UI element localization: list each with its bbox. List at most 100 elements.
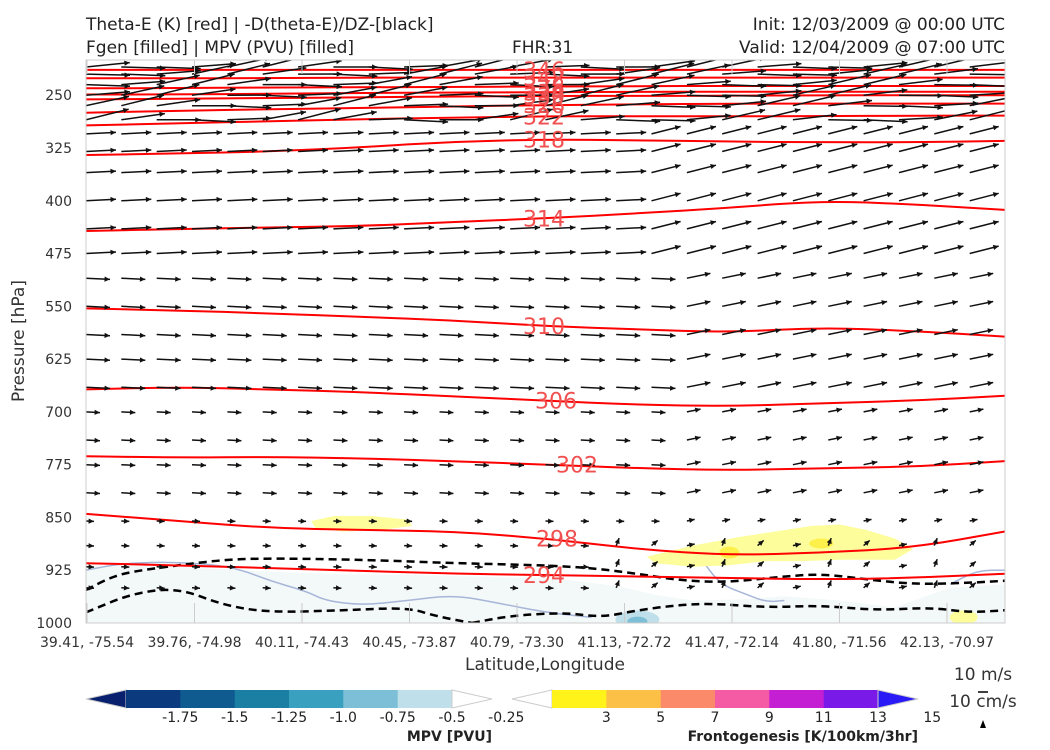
wind-vector bbox=[863, 244, 893, 255]
wind-vector bbox=[121, 168, 152, 174]
wind-vector bbox=[86, 564, 95, 570]
theta-e-label-310: 310 bbox=[523, 315, 565, 340]
wind-vector bbox=[156, 97, 201, 107]
wind-vector bbox=[439, 462, 454, 468]
wind-vector bbox=[722, 125, 752, 135]
wind-vector bbox=[828, 407, 843, 413]
wind-vector bbox=[934, 271, 958, 279]
wind-vector bbox=[616, 249, 647, 255]
wind-vector bbox=[227, 168, 258, 174]
wind-vector bbox=[333, 130, 364, 136]
wind-vector bbox=[404, 564, 413, 570]
wind-vector bbox=[368, 96, 413, 107]
theta-e-label-322: 322 bbox=[523, 105, 565, 130]
wind-vector bbox=[969, 271, 994, 279]
wind-vector bbox=[545, 304, 570, 310]
wind-vector bbox=[191, 225, 223, 231]
wind-vector bbox=[439, 225, 470, 231]
wind-vector bbox=[651, 560, 659, 568]
wind-vector bbox=[510, 196, 541, 203]
wind-vector bbox=[156, 518, 165, 524]
wind-vector bbox=[86, 332, 111, 338]
wind-vector bbox=[934, 244, 964, 255]
wind-vector bbox=[121, 249, 152, 255]
wind-vector bbox=[580, 147, 611, 153]
theta-e-label-342: 342 bbox=[523, 67, 565, 92]
wind-vector bbox=[298, 564, 307, 570]
wind-vector bbox=[616, 225, 647, 231]
wind-vector bbox=[580, 114, 625, 121]
fgen-core bbox=[809, 538, 834, 549]
wind-vector bbox=[121, 196, 152, 203]
wind-vector bbox=[651, 125, 681, 135]
colorbar-tick-label: 3 bbox=[602, 710, 611, 726]
wind-vector bbox=[333, 304, 358, 310]
wind-vector bbox=[792, 584, 801, 590]
wind-vector bbox=[969, 488, 984, 494]
wind-vector bbox=[686, 142, 717, 153]
wind-vector bbox=[1004, 133, 1005, 134]
wind-vector bbox=[898, 77, 943, 86]
wind-vector bbox=[792, 352, 817, 360]
wind-vector bbox=[545, 357, 570, 363]
wind-vector bbox=[969, 300, 994, 308]
wind-vector bbox=[863, 582, 871, 589]
wind-vector bbox=[934, 328, 958, 336]
wind-vector bbox=[969, 328, 994, 336]
wind-vector bbox=[722, 517, 731, 523]
wind-vector bbox=[298, 357, 323, 363]
wind-vector bbox=[262, 196, 293, 203]
wind-vector bbox=[474, 332, 499, 338]
wind-vector bbox=[510, 409, 525, 415]
wind-vector bbox=[616, 66, 660, 75]
wind-vector bbox=[86, 276, 111, 282]
wind-vector bbox=[86, 462, 101, 468]
y-tick-label: 250 bbox=[45, 88, 72, 104]
wind-vector bbox=[262, 518, 271, 524]
wind-vector bbox=[474, 60, 506, 68]
wind-vector bbox=[651, 73, 695, 86]
x-tick-label: 41.80, -71.56 bbox=[792, 635, 886, 651]
wind-vector bbox=[227, 564, 236, 570]
wind-vector bbox=[262, 225, 293, 231]
init-time: Init: 12/03/2009 @ 00:00 UTC bbox=[752, 15, 1005, 35]
y-tick-label: 925 bbox=[45, 563, 72, 579]
wind-vector bbox=[262, 101, 307, 107]
wind-vector bbox=[722, 352, 746, 360]
wind-vector bbox=[333, 332, 358, 338]
wind-vector bbox=[439, 168, 470, 174]
wind-vector bbox=[474, 385, 499, 391]
wind-vector bbox=[86, 357, 111, 363]
wind-vector bbox=[651, 62, 695, 75]
wind-vector bbox=[404, 543, 413, 549]
wind-vector bbox=[121, 585, 130, 591]
wind-vector bbox=[333, 462, 348, 468]
wind-vector bbox=[757, 352, 782, 360]
wind-vector bbox=[545, 564, 554, 570]
wind-vector bbox=[1004, 200, 1005, 201]
wind-vector bbox=[616, 168, 647, 174]
wind-vector bbox=[580, 130, 611, 136]
wind-vector bbox=[333, 85, 377, 96]
wind-vector bbox=[86, 95, 130, 107]
wind-vector bbox=[934, 517, 943, 523]
wind-vector bbox=[1004, 228, 1005, 229]
wind-vector bbox=[828, 73, 872, 86]
wind-vector bbox=[616, 100, 661, 107]
theta-e-label-314: 314 bbox=[523, 207, 565, 232]
wind-vector bbox=[297, 107, 341, 121]
wind-vector bbox=[651, 89, 696, 96]
wind-vector bbox=[86, 168, 117, 174]
wind-vector bbox=[333, 225, 364, 231]
wind-vector bbox=[404, 518, 413, 524]
wind-vector bbox=[368, 409, 383, 415]
colorbar-segment bbox=[234, 690, 290, 708]
wind-vector bbox=[404, 147, 435, 153]
wind-vector bbox=[686, 244, 717, 255]
wind-vector bbox=[898, 381, 923, 388]
wind-vector bbox=[298, 168, 329, 174]
y-tick-label: 325 bbox=[45, 141, 72, 157]
wind-vector bbox=[757, 192, 787, 202]
wind-vector bbox=[368, 75, 413, 86]
